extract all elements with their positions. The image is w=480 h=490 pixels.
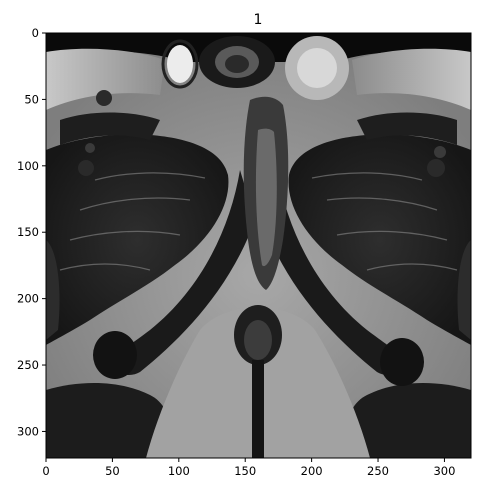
x-tick-label: 200 [301, 464, 323, 478]
y-tick-label: 100 [17, 159, 39, 173]
figure-title: 1 [254, 12, 263, 28]
x-axis: 0 50 100 150 200 250 300 [42, 458, 455, 478]
y-tick-label: 250 [17, 358, 39, 372]
x-tick-label: 50 [105, 464, 120, 478]
y-tick-label: 200 [17, 292, 39, 306]
y-tick-label: 0 [32, 26, 39, 40]
mri-image [46, 33, 471, 458]
y-tick-label: 300 [17, 424, 39, 438]
x-tick-label: 100 [168, 464, 190, 478]
x-tick-label: 250 [367, 464, 389, 478]
y-tick-label: 50 [24, 92, 39, 106]
x-tick-label: 150 [234, 464, 256, 478]
x-tick-label: 300 [433, 464, 455, 478]
x-tick-label: 0 [42, 464, 49, 478]
y-axis: 0 50 100 150 200 250 300 [17, 26, 46, 438]
y-tick-label: 150 [17, 225, 39, 239]
